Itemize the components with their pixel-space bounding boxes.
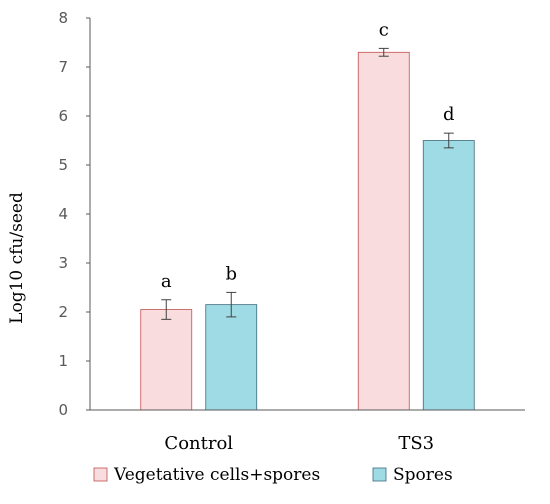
y-tick-label: 8 [58,9,68,27]
x-category-label: Control [164,433,233,454]
y-tick-label: 0 [58,401,68,419]
y-tick-labels: 0 1 2 3 4 5 6 7 8 [58,9,68,419]
y-axis-label: Log10 cfu/seed [7,192,27,324]
legend-label: Vegetative cells+spores [113,465,320,485]
legend-label: Spores [393,465,453,485]
y-tick-label: 6 [58,107,68,125]
bar [205,304,258,411]
significance-labels-layer: a b c d [161,19,455,291]
significance-label: b [225,263,237,284]
y-tick-label: 7 [58,58,68,76]
axes-layer [86,17,525,411]
significance-label: d [443,104,455,125]
bar [357,51,410,411]
x-category-labels: Control TS3 [164,433,434,454]
y-tick-label: 3 [58,254,68,272]
y-tick-label: 2 [58,303,68,321]
significance-label: a [161,271,172,292]
significance-label: c [379,19,389,40]
legend: Vegetative cells+spores Spores [93,465,453,485]
legend-swatch [93,467,108,482]
x-category-label: TS3 [398,433,434,454]
error-bars-layer [161,47,454,320]
bar [140,309,193,411]
bars-layer [140,51,475,411]
bar [422,140,475,411]
y-tick-label: 4 [58,205,68,223]
y-tick-label: 1 [58,352,68,370]
legend-swatch [372,467,387,482]
y-tick-label: 5 [58,156,68,174]
